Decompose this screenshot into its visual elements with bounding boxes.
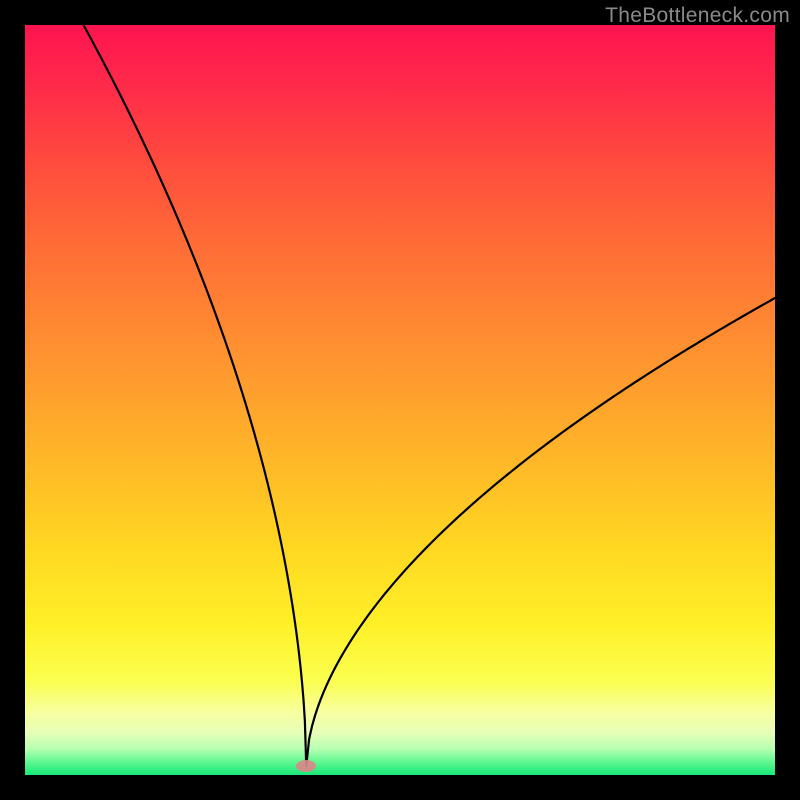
gradient-panel bbox=[25, 25, 775, 775]
vertex-marker bbox=[296, 760, 316, 772]
bottleneck-chart bbox=[0, 0, 800, 800]
chart-stage: TheBottleneck.com bbox=[0, 0, 800, 800]
